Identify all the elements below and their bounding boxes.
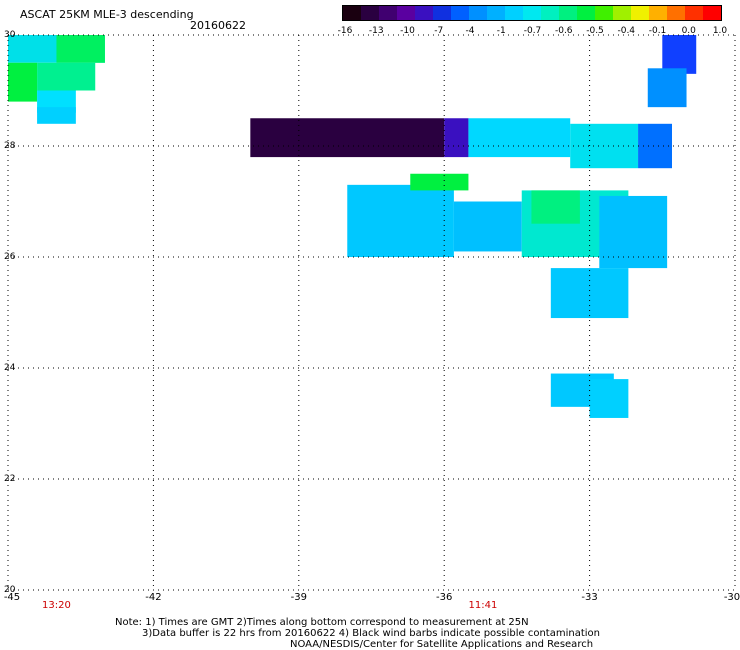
colorbar-label: -0.5	[586, 26, 604, 36]
colorbar-swatch	[379, 6, 397, 20]
colorbar-swatch	[667, 6, 685, 20]
latitude-label: 28	[4, 141, 16, 151]
colorbar	[342, 5, 722, 21]
colorbar-swatch	[649, 6, 667, 20]
colorbar-label: 0.0	[681, 26, 696, 36]
colorbar-swatch	[559, 6, 577, 20]
latitude-label: 24	[4, 363, 16, 373]
longitude-label: -33	[581, 592, 598, 603]
longitude-label: -39	[290, 592, 307, 603]
note-line-2: 3)Data buffer is 22 hrs from 20160622 4)…	[142, 628, 600, 639]
latitude-label: 20	[4, 585, 16, 595]
longitude-label: -42	[145, 592, 162, 603]
wind-swath-cell	[444, 118, 469, 158]
colorbar-label: -1	[496, 26, 506, 36]
colorbar-swatch	[523, 6, 541, 20]
map-date: 20160622	[190, 19, 246, 32]
longitude-label: -30	[723, 592, 740, 603]
map-title: ASCAT 25KM MLE-3 descending	[20, 8, 194, 21]
colorbar-swatch	[415, 6, 433, 20]
colorbar-label: -0.7	[523, 26, 542, 36]
wind-swath-cell	[347, 184, 454, 257]
wind-swath-cell	[37, 107, 76, 124]
wind-swath-cell	[599, 195, 668, 269]
colorbar-label: -7	[434, 26, 444, 36]
colorbar-swatch	[613, 6, 631, 20]
colorbar-label: -4	[465, 26, 475, 36]
colorbar-label: -13	[368, 26, 384, 36]
colorbar-label: 1.0	[712, 26, 728, 36]
wind-swath-cell	[250, 118, 445, 158]
time-label: 11:41	[468, 600, 498, 611]
wind-swath-cell	[37, 90, 76, 113]
longitude-label: -45	[3, 592, 21, 603]
wind-swath-cell	[570, 123, 639, 169]
wind-swath-cell	[550, 268, 629, 319]
wind-swath-cell	[647, 68, 687, 108]
wind-swath-cell	[37, 62, 96, 91]
colorbar-swatch	[703, 6, 721, 20]
wind-swath-cell	[453, 201, 522, 252]
colorbar-label: -0.1	[648, 26, 667, 36]
colorbar-swatch	[577, 6, 595, 20]
note-line-3: NOAA/NESDIS/Center for Satellite Applica…	[290, 639, 594, 650]
colorbar-swatch	[433, 6, 451, 20]
colorbar-swatch	[631, 6, 649, 20]
wind-swath-cell	[662, 35, 697, 74]
wind-swath-cell	[8, 62, 38, 102]
colorbar-swatch	[451, 6, 469, 20]
latitude-label: 26	[4, 252, 16, 262]
colorbar-label: -10	[400, 26, 415, 36]
longitude-label: -36	[436, 592, 453, 603]
colorbar-swatch	[595, 6, 613, 20]
wind-swath-cell	[410, 173, 469, 191]
latitude-label: 30	[4, 30, 16, 40]
colorbar-swatch	[487, 6, 505, 20]
colorbar-label: -16	[337, 26, 353, 36]
colorbar-swatch	[505, 6, 523, 20]
latitude-label: 22	[4, 474, 16, 484]
colorbar-swatch	[343, 6, 361, 20]
time-label: 13:20	[42, 600, 71, 611]
wind-swath-cell	[531, 190, 580, 224]
wind-swath-cell	[589, 379, 629, 418]
colorbar-swatch	[541, 6, 559, 20]
colorbar-swatch	[361, 6, 379, 20]
colorbar-label: -0.4	[617, 26, 636, 36]
colorbar-swatch	[469, 6, 487, 20]
wind-swath-cell	[56, 35, 105, 63]
note-line-1: Note: 1) Times are GMT 2)Times along bot…	[115, 617, 529, 628]
wind-swath-cell	[468, 118, 571, 158]
colorbar-label: -0.6	[554, 26, 573, 36]
colorbar-swatch	[397, 6, 415, 20]
colorbar-swatch	[685, 6, 703, 20]
